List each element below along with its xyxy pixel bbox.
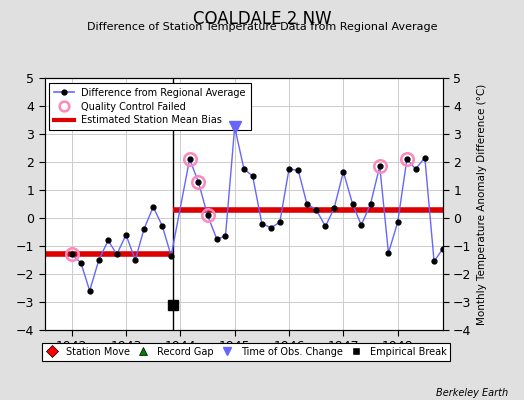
- Text: Difference of Station Temperature Data from Regional Average: Difference of Station Temperature Data f…: [87, 22, 437, 32]
- Legend: Difference from Regional Average, Quality Control Failed, Estimated Station Mean: Difference from Regional Average, Qualit…: [49, 83, 251, 130]
- Y-axis label: Monthly Temperature Anomaly Difference (°C): Monthly Temperature Anomaly Difference (…: [477, 83, 487, 325]
- Legend: Station Move, Record Gap, Time of Obs. Change, Empirical Break: Station Move, Record Gap, Time of Obs. C…: [42, 343, 450, 361]
- Text: Berkeley Earth: Berkeley Earth: [436, 388, 508, 398]
- Text: COALDALE 2 NW: COALDALE 2 NW: [193, 10, 331, 28]
